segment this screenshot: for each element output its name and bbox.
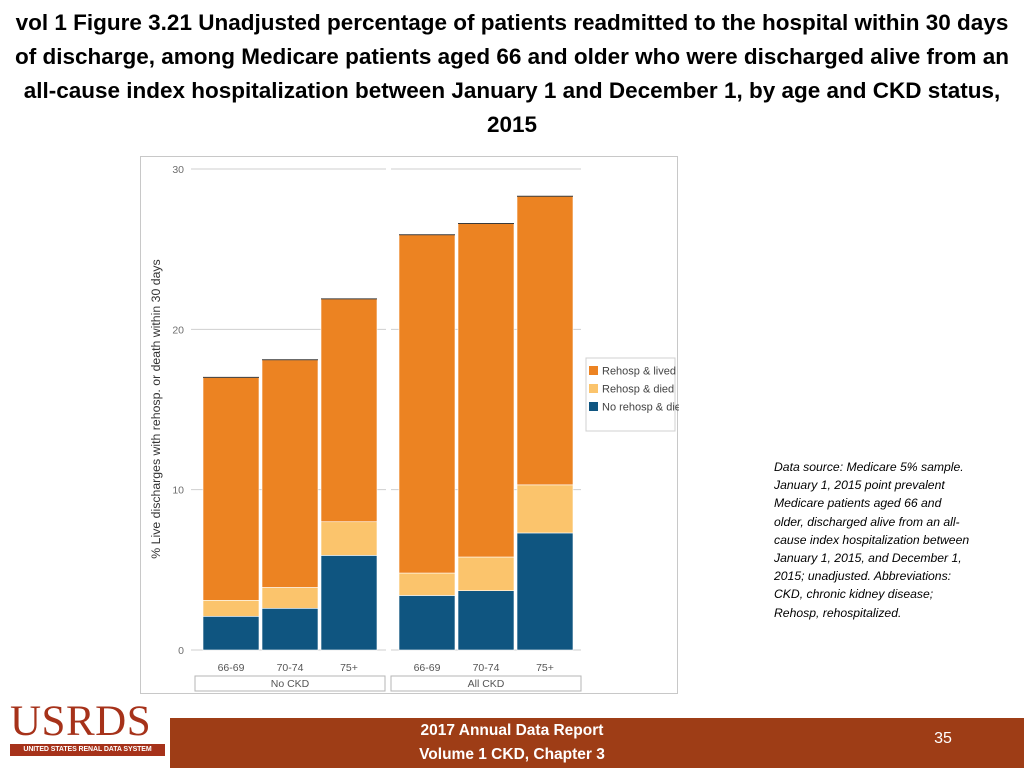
bar-segment (516, 532, 574, 651)
footer-bar (0, 718, 1024, 768)
y-tick-label: 30 (172, 164, 184, 176)
footer-line-1: 2017 Annual Data Report (420, 722, 604, 739)
y-tick-label: 20 (172, 324, 184, 336)
y-tick-label: 0 (178, 645, 184, 657)
bar-segment (516, 195, 574, 486)
x-tick-label: 66-69 (218, 662, 245, 674)
x-tick-label: 75+ (340, 662, 358, 674)
x-tick-label: 70-74 (277, 662, 304, 674)
x-tick-label: 70-74 (473, 662, 500, 674)
bar-segment (320, 298, 378, 523)
footer-line-2: Volume 1 CKD, Chapter 3 (419, 746, 605, 763)
bar-segment (398, 234, 456, 574)
bar-segment (202, 616, 260, 651)
bar-segment (516, 484, 574, 534)
legend-box (585, 357, 676, 432)
bar-segment (457, 556, 515, 591)
x-tick-label: 66-69 (414, 662, 441, 674)
bar-segment (398, 595, 456, 651)
group-label-box (194, 675, 386, 692)
legend-swatch (589, 366, 598, 375)
legend-label: Rehosp & died (602, 384, 674, 396)
bar-segment (261, 587, 319, 609)
y-tick-label: 10 (172, 485, 184, 497)
logo-background (0, 703, 170, 768)
bar-segment (261, 608, 319, 651)
group-label: All CKD (468, 678, 505, 690)
bar-segment (398, 572, 456, 596)
legend-swatch (589, 402, 598, 411)
legend-swatch (589, 384, 598, 393)
bar-segment (202, 599, 260, 617)
bar-segment (320, 521, 378, 556)
group-label: No CKD (271, 678, 310, 690)
footer-report-label: 2017 Annual Data Report Volume 1 CKD, Ch… (380, 719, 644, 767)
usrds-logo: USRDS (10, 698, 152, 745)
usrds-logo-subtitle: UNITED STATES RENAL DATA SYSTEM (10, 744, 165, 756)
data-source-note: Data source: Medicare 5% sample. January… (774, 460, 970, 620)
bar-segment (202, 377, 260, 601)
slide-title: vol 1 Figure 3.21 Unadjusted percentage … (14, 10, 1010, 137)
bar-segment (457, 223, 515, 558)
bar-segment (457, 590, 515, 651)
bar-segment (261, 359, 319, 588)
bar-segment (320, 555, 378, 651)
legend-label: No rehosp & died (602, 402, 679, 414)
stacked-bar-chart: 0 10 20 30 % Live discharges with rehosp. or… (149, 164, 679, 692)
page-number: 35 (934, 730, 952, 747)
chart-panel: 0 10 20 30 % Live discharges with rehosp. or… (140, 156, 679, 694)
y-axis-label: % Live discharges with rehosp. or death … (149, 259, 163, 558)
group-label-box (390, 675, 582, 692)
x-tick-label: 75+ (536, 662, 554, 674)
legend-label: Rehosp & lived (602, 366, 676, 378)
